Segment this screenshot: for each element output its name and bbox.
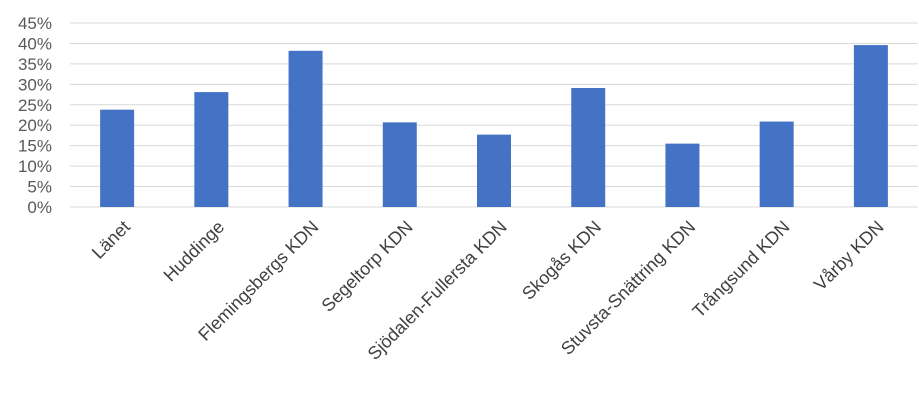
bar [759,121,794,207]
bar [477,134,511,207]
y-tick-label: 30% [18,75,52,94]
y-tick-label: 15% [18,137,52,156]
x-category-label: Vårby KDN [810,217,888,295]
y-tick-label: 35% [18,55,52,74]
bars [100,45,888,207]
y-tick-label: 20% [18,116,52,135]
y-tick-label: 5% [27,178,52,197]
y-axis-tick-labels: 0%5% 10%15% 20%25% 30%35% 40%45% [18,14,52,217]
x-category-label: Huddinge [160,217,229,286]
x-category-label: Länet [88,217,134,263]
y-tick-label: 0% [27,198,52,217]
bar [194,92,229,207]
bar [665,143,700,207]
bar [571,88,606,207]
bar [100,109,135,207]
bar [288,50,323,207]
y-tick-label: 40% [18,34,52,53]
y-tick-label: 45% [18,14,52,33]
bar [853,45,888,207]
bar [382,122,417,207]
y-tick-label: 25% [18,96,52,115]
x-category-label: Skogås KDN [518,217,605,304]
y-tick-label: 10% [18,157,52,176]
x-category-label: Segeltorp KDN [318,217,417,316]
x-category-label: Trångsund KDN [689,217,794,322]
